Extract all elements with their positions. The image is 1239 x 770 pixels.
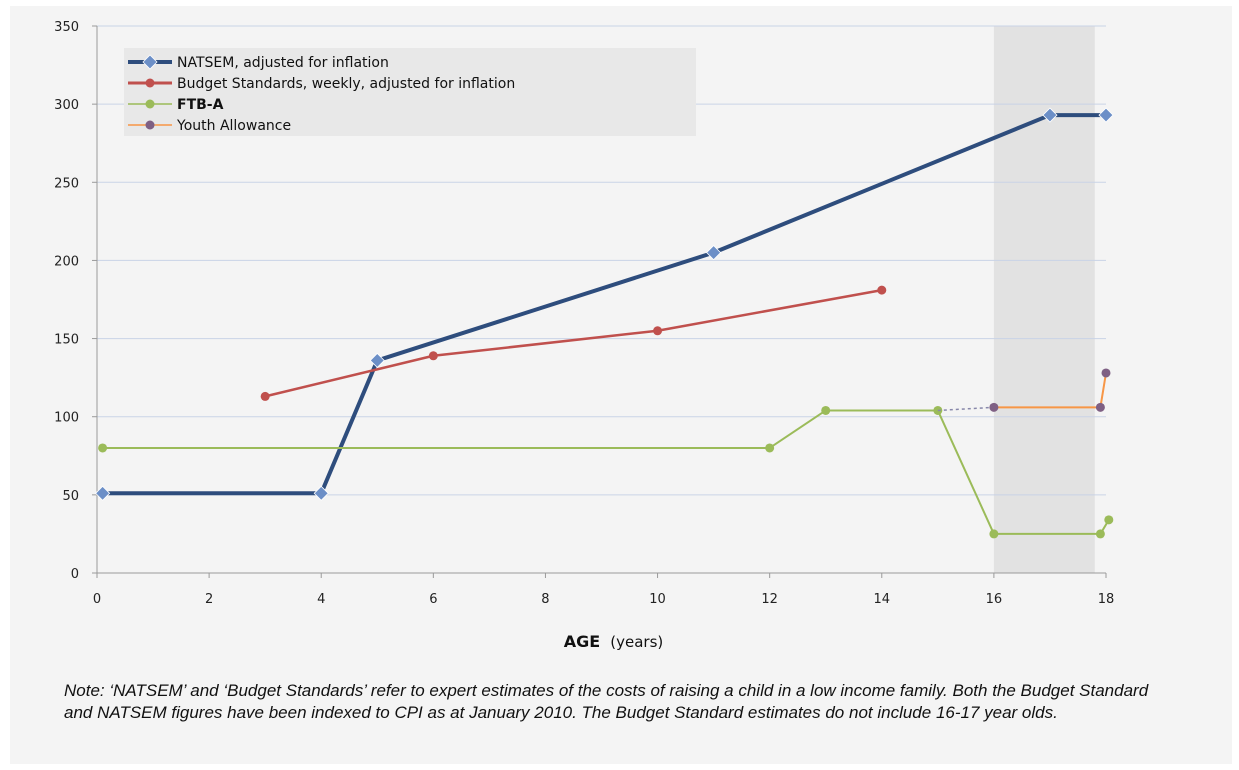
legend-label-1: Budget Standards, weekly, adjusted for i…	[177, 76, 515, 92]
x-tick-label-16: 16	[986, 592, 1003, 607]
series-3-dashed-connector	[937, 406, 994, 412]
series-0-point-4	[1042, 107, 1058, 123]
legend-label-2: FTB-A	[177, 97, 224, 113]
x-tick-label-0: 0	[93, 592, 101, 607]
series-0-point-5	[1098, 107, 1114, 123]
x-tick-label-4: 4	[317, 592, 325, 607]
series-2-point-0	[98, 443, 108, 453]
legend-background	[124, 48, 696, 136]
series-1-point-0	[260, 391, 270, 401]
series-1-point-2	[653, 326, 663, 336]
x-tick-label-6: 6	[429, 592, 437, 607]
series-2	[98, 405, 1114, 539]
series-3-point-2	[1101, 368, 1111, 378]
series-1	[260, 285, 887, 401]
y-tick-label-300: 300	[54, 98, 79, 113]
x-tick-label-8: 8	[541, 592, 549, 607]
y-tick-label-50: 50	[62, 489, 79, 504]
axes	[92, 25, 1106, 574]
y-tick-labels: 0 50 100 150 200 250 300 350	[54, 20, 79, 582]
y-tick-label-100: 100	[54, 411, 79, 426]
x-tick-label-10: 10	[649, 592, 666, 607]
series-2-point-4	[989, 529, 999, 539]
line-chart: 0 50 100 150 200 250 300 350 0 2 4 6 8 10 12 14 16 18 NA…	[54, 20, 1114, 651]
series-2-line	[102, 409, 1110, 535]
x-tick-label-2: 2	[205, 592, 213, 607]
series-0-point-3	[706, 245, 722, 261]
legend-marker-3	[145, 120, 155, 130]
series-3	[937, 368, 1111, 412]
series-2-point-1	[765, 443, 775, 453]
series-1-point-1	[428, 351, 438, 361]
series-3-point-1	[1095, 402, 1105, 412]
series-0	[95, 107, 1114, 501]
series-0-line	[102, 113, 1106, 496]
series-2-point-5	[1095, 529, 1105, 539]
legend-marker-1	[145, 78, 155, 88]
chart-note: Note: ‘NATSEM’ and ‘Budget Standards’ re…	[64, 681, 1149, 722]
y-tick-label-350: 350	[54, 20, 79, 35]
x-tick-label-12: 12	[761, 592, 778, 607]
y-tick-label-0: 0	[71, 567, 79, 582]
series-0-point-0	[95, 485, 111, 501]
legend-marker-0	[142, 54, 158, 70]
x-tick-label-14: 14	[874, 592, 891, 607]
x-axis-label: AGE	[564, 632, 600, 651]
legend-marker-2	[145, 99, 155, 109]
x-axis-unit: (years)	[610, 633, 663, 651]
x-axis-title: AGE (years)	[564, 632, 664, 651]
x-tick-label-18: 18	[1098, 592, 1115, 607]
series-2-point-2	[821, 405, 831, 415]
y-tick-label-150: 150	[54, 333, 79, 348]
legend-label-3: Youth Allowance	[176, 118, 291, 134]
series-3-point-0	[989, 402, 999, 412]
series-1-line	[264, 288, 883, 398]
shaded-age-region	[993, 26, 1095, 573]
y-tick-label-200: 200	[54, 254, 79, 269]
series-1-point-3	[877, 285, 887, 295]
x-tick-labels: 0 2 4 6 8 10 12 14 16 18	[93, 573, 1114, 607]
y-tick-label-250: 250	[54, 176, 79, 191]
legend-label-0: NATSEM, adjusted for inflation	[177, 55, 389, 71]
series-0-point-1	[313, 485, 329, 501]
series-2-point-6	[1104, 515, 1114, 525]
series-group	[95, 107, 1114, 539]
legend: NATSEM, adjusted for inflation Budget Sta…	[124, 48, 696, 136]
series-0-point-2	[369, 352, 385, 369]
chart-frame: 0 50 100 150 200 250 300 350 0 2 4 6 8 10 12 14 16 18 NA…	[10, 6, 1232, 764]
